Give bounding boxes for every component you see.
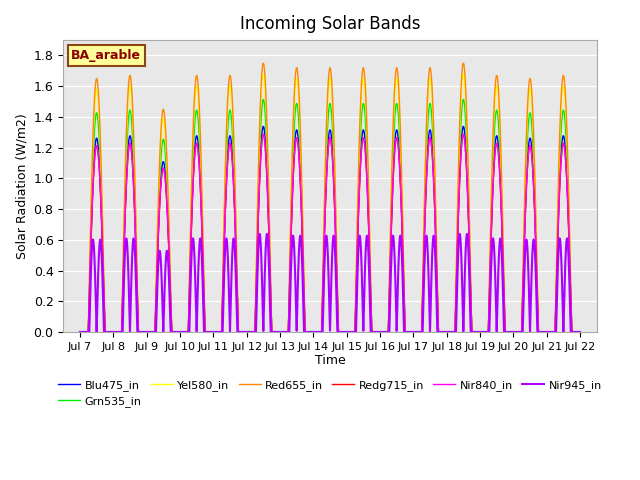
Line: Blu475_in: Blu475_in [80,126,580,332]
Nir840_in [76,329,84,335]
Line: Nir945_in: Nir945_in [80,234,580,332]
Grn535_in [76,329,84,335]
Nir840_in [399,243,406,249]
Text: BA_arable: BA_arable [71,49,141,62]
Yel580_in [470,329,477,335]
Yel580_in [263,135,271,141]
Line: Nir840_in: Nir840_in [80,134,580,332]
Red655_in [575,329,582,335]
Nir945_in [463,231,471,237]
Grn535_in [576,329,584,335]
Blu475_in [178,329,186,335]
Blu475_in [399,240,406,246]
Redg715_in [76,329,84,335]
Nir840_in [183,329,191,335]
Red655_in [263,127,271,133]
Red655_in [178,329,186,335]
Yel580_in [575,329,582,335]
Blu475_in [460,123,467,129]
Nir840_in [470,329,477,335]
Blu475_in [470,329,477,335]
Line: Redg715_in: Redg715_in [80,134,580,332]
Redg715_in [178,329,186,335]
Grn535_in [178,329,186,335]
Redg715_in [470,329,477,335]
Grn535_in [460,96,467,102]
Red655_in [470,329,477,335]
Blu475_in [76,329,84,335]
X-axis label: Time: Time [315,354,346,367]
Line: Red655_in: Red655_in [80,63,580,332]
Grn535_in [263,155,271,160]
Redg715_in [575,329,582,335]
Nir945_in [470,329,477,335]
Yel580_in [183,329,191,335]
Red655_in [76,329,84,335]
Redg715_in [460,132,467,137]
Redg715_in [576,329,584,335]
Yel580_in [76,329,84,335]
Y-axis label: Solar Radiation (W/m2): Solar Radiation (W/m2) [15,113,28,259]
Nir840_in [575,329,582,335]
Legend: Blu475_in, Grn535_in, Yel580_in, Red655_in, Redg715_in, Nir840_in, Nir945_in: Blu475_in, Grn535_in, Yel580_in, Red655_… [54,375,606,412]
Grn535_in [470,329,477,335]
Nir840_in [263,180,271,186]
Redg715_in [399,243,406,249]
Nir945_in [576,329,584,335]
Grn535_in [575,329,582,335]
Yel580_in [178,329,186,335]
Grn535_in [183,329,191,335]
Blu475_in [575,329,582,335]
Grn535_in [399,228,406,234]
Line: Grn535_in: Grn535_in [80,99,580,332]
Red655_in [183,329,191,335]
Nir945_in [263,231,271,237]
Nir945_in [399,274,406,280]
Yel580_in [399,217,406,223]
Blu475_in [576,329,584,335]
Yel580_in [460,72,467,77]
Red655_in [460,60,467,66]
Blu475_in [263,175,271,180]
Title: Incoming Solar Bands: Incoming Solar Bands [240,15,420,33]
Red655_in [399,213,406,218]
Nir945_in [183,329,191,335]
Nir840_in [460,132,467,137]
Nir945_in [575,329,582,335]
Line: Yel580_in: Yel580_in [80,74,580,332]
Nir840_in [576,329,584,335]
Yel580_in [576,329,584,335]
Red655_in [576,329,584,335]
Nir945_in [178,329,186,335]
Nir840_in [178,329,186,335]
Nir945_in [76,329,84,335]
Blu475_in [183,329,191,335]
Redg715_in [263,180,271,186]
Redg715_in [183,329,191,335]
